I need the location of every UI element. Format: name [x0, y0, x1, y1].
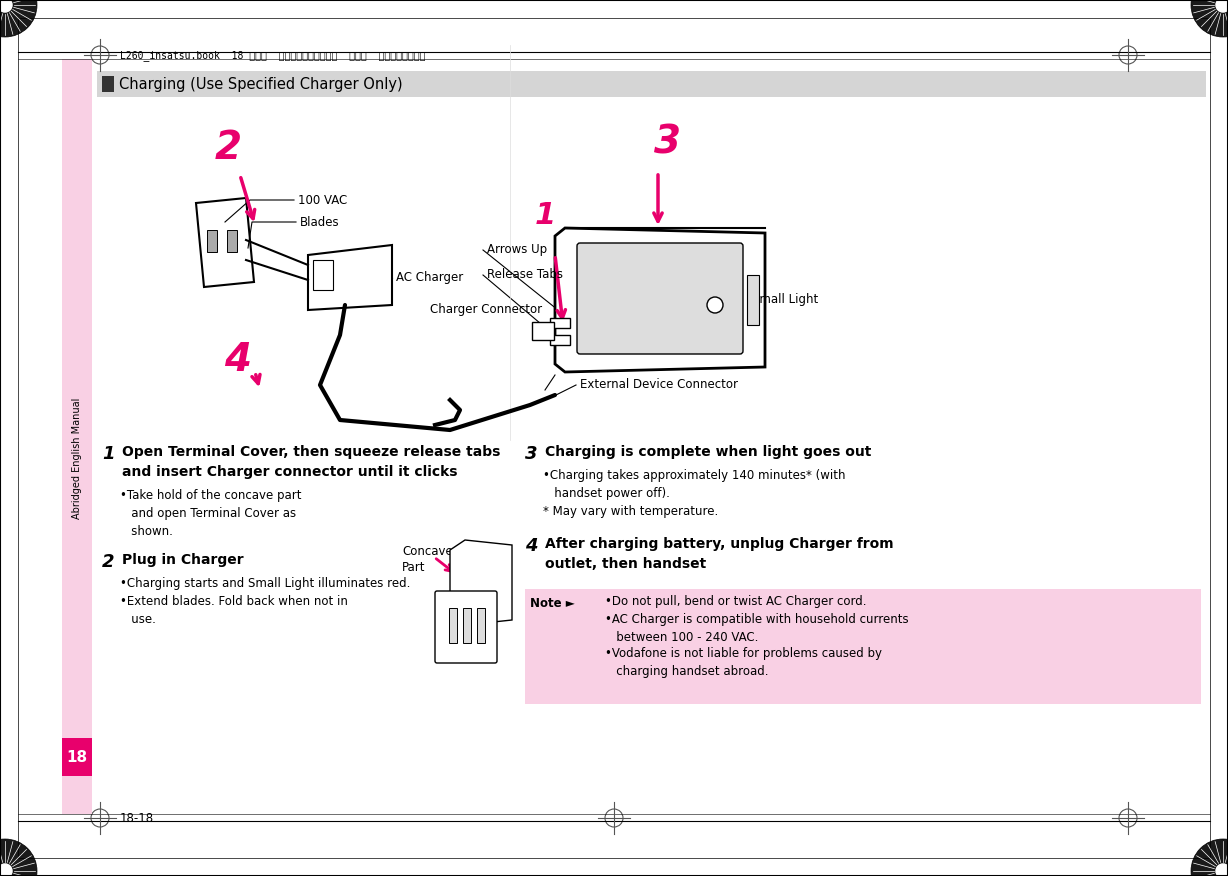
Text: •Extend blades. Fold back when not in: •Extend blades. Fold back when not in: [120, 595, 348, 608]
Text: Note ►: Note ►: [530, 597, 575, 610]
Text: External Device Connector: External Device Connector: [580, 378, 738, 392]
Polygon shape: [196, 198, 254, 287]
Text: •Do not pull, bend or twist AC Charger cord.: •Do not pull, bend or twist AC Charger c…: [605, 595, 867, 608]
Polygon shape: [308, 245, 392, 310]
Text: 18-18: 18-18: [120, 811, 155, 824]
Text: 1: 1: [534, 201, 555, 230]
Text: Concave: Concave: [402, 545, 453, 558]
Bar: [747, 275, 759, 325]
Text: 2: 2: [215, 129, 242, 167]
Bar: [102, 76, 114, 92]
Circle shape: [0, 0, 37, 37]
Text: •Charging starts and Small Light illuminates red.: •Charging starts and Small Light illumin…: [120, 577, 410, 590]
FancyBboxPatch shape: [577, 243, 743, 354]
Text: Abridged English Manual: Abridged English Manual: [72, 398, 82, 519]
Bar: [526, 589, 1201, 704]
Bar: [313, 260, 333, 290]
Text: charging handset abroad.: charging handset abroad.: [605, 665, 769, 678]
Text: 2: 2: [102, 553, 114, 571]
Bar: [550, 335, 570, 345]
Bar: [532, 322, 554, 340]
Text: * May vary with temperature.: * May vary with temperature.: [543, 505, 718, 518]
Bar: [463, 608, 472, 643]
Text: L260_insatsu.book  18 ページ  ２００５年８月２４日  水曜日  午前１１時２６分: L260_insatsu.book 18 ページ ２００５年８月２４日 水曜日 …: [120, 51, 425, 61]
Text: use.: use.: [120, 613, 156, 626]
Text: 100 VAC: 100 VAC: [298, 194, 348, 207]
Text: AC Charger: AC Charger: [395, 272, 463, 285]
Text: •Vodafone is not liable for problems caused by: •Vodafone is not liable for problems cau…: [605, 647, 882, 660]
Text: 3: 3: [655, 123, 682, 161]
Circle shape: [0, 864, 12, 876]
Text: Part: Part: [402, 561, 425, 574]
Bar: [550, 318, 570, 328]
Text: and open Terminal Cover as: and open Terminal Cover as: [120, 507, 296, 520]
Text: Charging (Use Specified Charger Only): Charging (Use Specified Charger Only): [119, 76, 403, 91]
Polygon shape: [449, 540, 512, 625]
Text: 18: 18: [66, 750, 87, 765]
Text: between 100 - 240 VAC.: between 100 - 240 VAC.: [605, 631, 759, 644]
Text: Small Light: Small Light: [752, 293, 818, 307]
Circle shape: [707, 297, 723, 313]
Text: Plug in Charger: Plug in Charger: [122, 553, 243, 567]
Text: •Take hold of the concave part: •Take hold of the concave part: [120, 489, 302, 502]
Text: shown.: shown.: [120, 525, 173, 538]
Text: Release Tabs: Release Tabs: [488, 269, 562, 281]
Text: 3: 3: [526, 445, 538, 463]
Text: Charging is complete when light goes out: Charging is complete when light goes out: [545, 445, 872, 459]
Circle shape: [0, 0, 12, 12]
Circle shape: [0, 839, 37, 876]
Text: 4: 4: [225, 341, 252, 379]
Circle shape: [1191, 0, 1228, 37]
Text: After charging battery, unplug Charger from: After charging battery, unplug Charger f…: [545, 537, 894, 551]
Circle shape: [1216, 0, 1228, 12]
Bar: [227, 230, 237, 252]
Circle shape: [1216, 864, 1228, 876]
Text: Open Terminal Cover, then squeeze release tabs: Open Terminal Cover, then squeeze releas…: [122, 445, 500, 459]
Circle shape: [1191, 839, 1228, 876]
Text: handset power off).: handset power off).: [543, 487, 670, 500]
Text: and insert Charger connector until it clicks: and insert Charger connector until it cl…: [122, 465, 458, 479]
Text: outlet, then handset: outlet, then handset: [545, 557, 706, 571]
Text: Arrows Up: Arrows Up: [488, 244, 548, 257]
Bar: [61, 59, 92, 814]
Bar: [449, 608, 457, 643]
FancyBboxPatch shape: [435, 591, 497, 663]
Text: Blades: Blades: [300, 215, 340, 229]
Text: •AC Charger is compatible with household currents: •AC Charger is compatible with household…: [605, 613, 909, 626]
Bar: [61, 738, 92, 776]
Text: Terminal Cover: Terminal Cover: [636, 343, 725, 357]
Polygon shape: [555, 228, 765, 372]
Bar: [208, 230, 217, 252]
Text: 1: 1: [102, 445, 114, 463]
Bar: [97, 71, 1206, 97]
Text: •Charging takes approximately 140 minutes* (with: •Charging takes approximately 140 minute…: [543, 469, 846, 482]
Bar: [476, 608, 485, 643]
Text: 4: 4: [526, 537, 538, 555]
Text: Charger Connector: Charger Connector: [430, 303, 542, 316]
